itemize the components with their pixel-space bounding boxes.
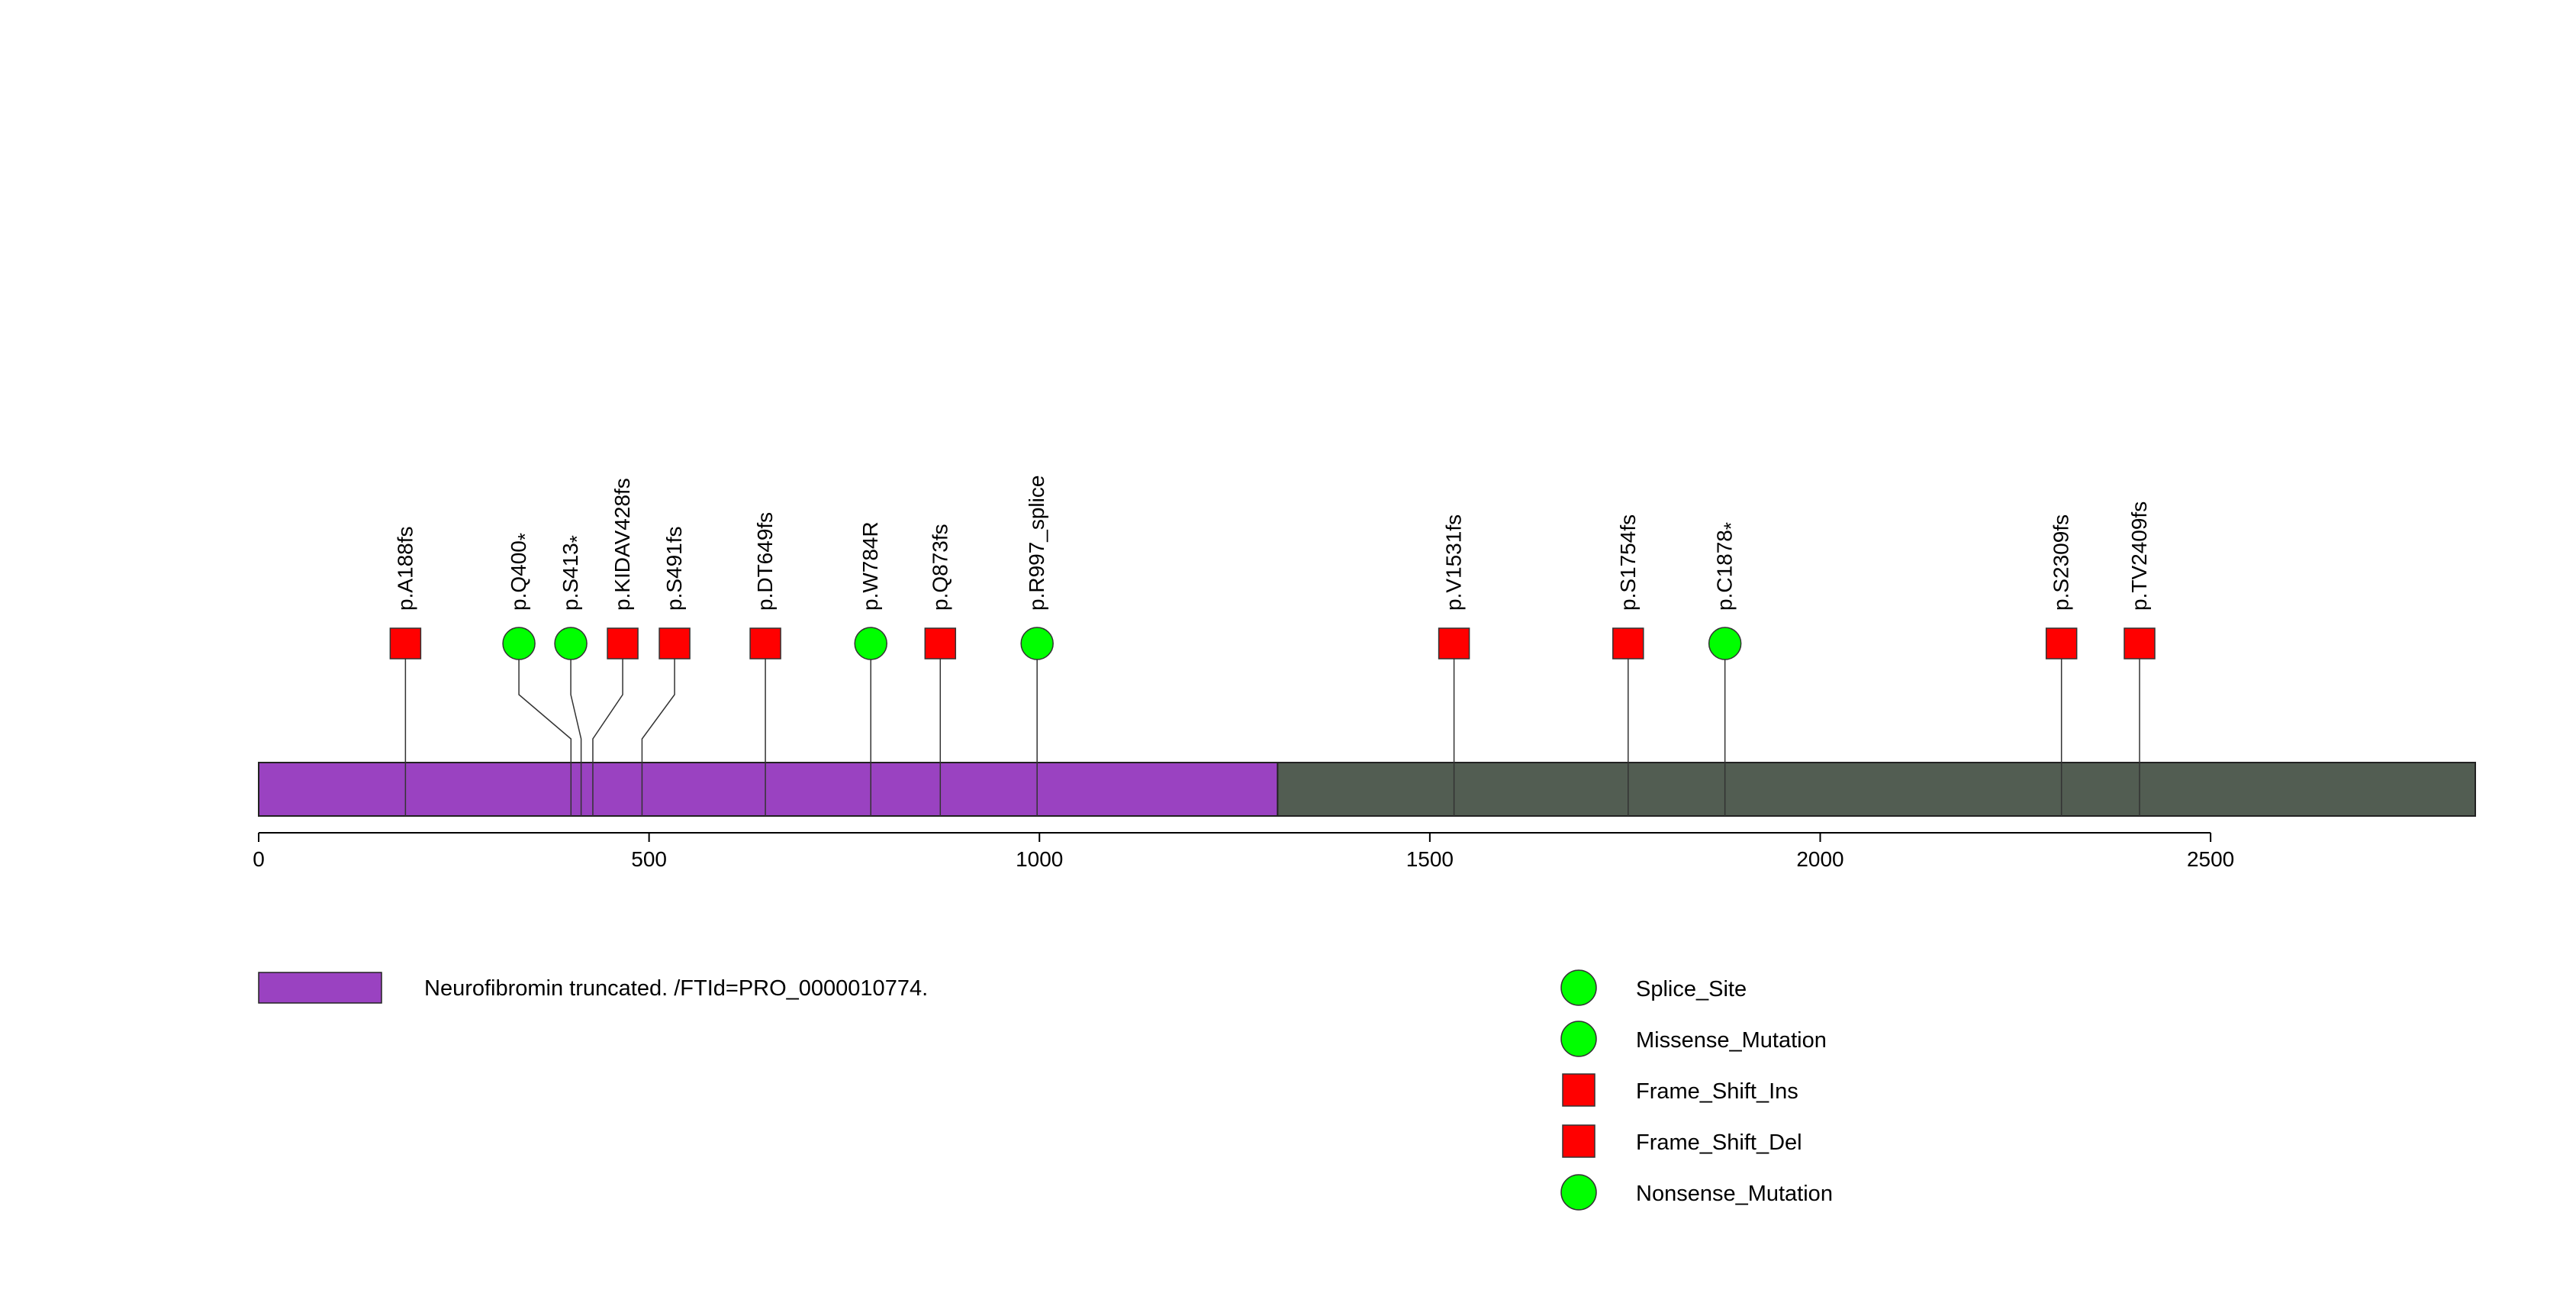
- mutation-stem: [641, 643, 675, 816]
- legend-circle-icon: [1560, 969, 1597, 1006]
- mutation-marker-circle[interactable]: [554, 627, 588, 660]
- legend-square-icon: [1562, 1124, 1596, 1158]
- x-tick-label: 2000: [1796, 847, 1843, 871]
- mutation-marker-circle[interactable]: [1708, 627, 1742, 660]
- legend-circle-icon: [1560, 1174, 1597, 1211]
- mutation-label: p.R997_splice: [1025, 476, 1048, 611]
- mutation-marker-circle[interactable]: [854, 627, 887, 660]
- legend-square-icon: [1562, 1073, 1596, 1107]
- mutation-label: p.Q873fs: [928, 524, 952, 611]
- legend-type-label: Nonsense_Mutation: [1636, 1182, 1833, 1206]
- mutation-stem: [518, 643, 572, 816]
- mutation-marker-square[interactable]: [924, 627, 957, 660]
- mutation-marker-square[interactable]: [1612, 627, 1644, 660]
- mutation-label: p.S413*: [559, 535, 588, 611]
- legend-domain-swatch: [258, 972, 382, 1004]
- mutation-marker-square[interactable]: [749, 627, 781, 660]
- x-tick-label: 1000: [1016, 847, 1063, 871]
- mutation-marker-circle[interactable]: [502, 627, 536, 660]
- mutation-stem: [570, 643, 582, 816]
- mutation-label: p.C1878*: [1713, 522, 1743, 611]
- mutation-label: p.W784R: [858, 521, 882, 611]
- domain-bar-0: [258, 762, 1279, 817]
- x-tick-label: 2500: [2187, 847, 2234, 871]
- mutation-marker-square[interactable]: [2124, 627, 2156, 660]
- legend-type-label: Frame_Shift_Del: [1636, 1130, 1802, 1155]
- legend-type-label: Missense_Mutation: [1636, 1028, 1827, 1053]
- mutation-label: p.S1754fs: [1616, 514, 1640, 611]
- x-tick-label: 500: [631, 847, 667, 871]
- legend-type-label: Frame_Shift_Ins: [1636, 1079, 1798, 1104]
- mutation-marker-square[interactable]: [1438, 627, 1470, 660]
- mutation-label: p.V1531fs: [1442, 514, 1466, 611]
- mutation-label: p.KIDAV428fs: [610, 478, 634, 611]
- x-tick-label: 1500: [1406, 847, 1454, 871]
- mutation-label: p.S491fs: [662, 526, 686, 611]
- mutation-marker-square[interactable]: [658, 627, 691, 660]
- legend-domain-label: Neurofibromin truncated. /FTId=PRO_00000…: [424, 976, 928, 1001]
- mutation-marker-circle[interactable]: [1020, 627, 1054, 660]
- legend-circle-icon: [1560, 1021, 1597, 1057]
- mutation-label: p.Q400*: [507, 533, 536, 611]
- mutation-label: p.TV2409fs: [2127, 501, 2151, 611]
- legend-type-label: Splice_Site: [1636, 977, 1747, 1001]
- mutation-marker-square[interactable]: [607, 627, 639, 660]
- x-tick-label: 0: [253, 847, 265, 871]
- mutation-stem: [592, 643, 623, 816]
- mutation-label: p.A188fs: [393, 526, 417, 611]
- mutation-marker-square[interactable]: [389, 627, 422, 660]
- mutation-label: p.S2309fs: [2050, 514, 2073, 611]
- mutation-marker-square[interactable]: [2045, 627, 2078, 660]
- mutation-label: p.DT649fs: [753, 512, 777, 611]
